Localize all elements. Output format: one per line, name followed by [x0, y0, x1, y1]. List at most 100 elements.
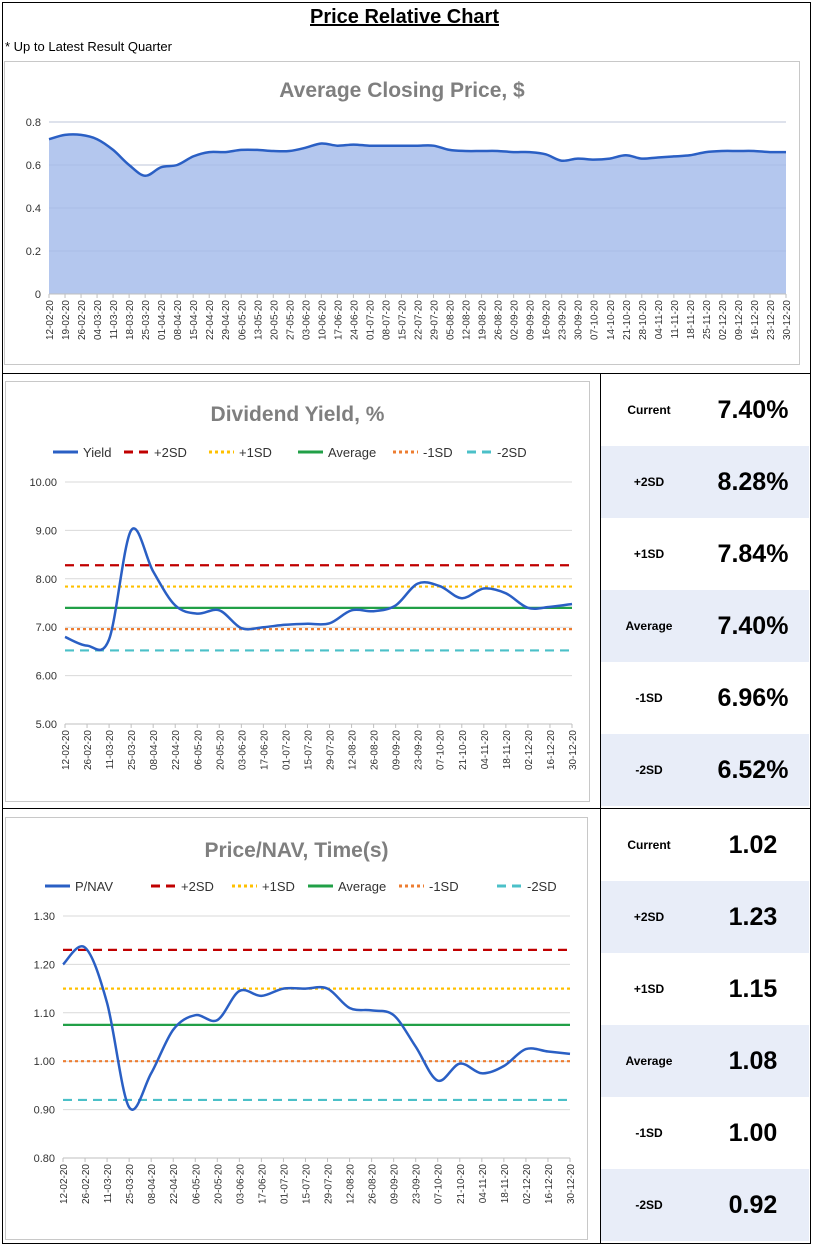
price-line: [48, 133, 787, 178]
x-tick-label: 25-03-20: [127, 730, 138, 770]
x-tick-label: 04-11-20: [654, 300, 665, 340]
x-tick-label: 30-12-20: [568, 730, 579, 770]
x-tick-label: 16-12-20: [546, 730, 557, 770]
pnav-stat-row: Average 1.08: [601, 1025, 809, 1097]
x-tick-label: 01-07-20: [365, 300, 376, 340]
x-tick-label: 07-10-20: [436, 730, 447, 770]
x-tick-label: 20-05-20: [213, 1164, 224, 1204]
y-tick-label: 7.00: [36, 622, 57, 634]
price-area: [49, 134, 786, 294]
legend-label: -2SD: [527, 879, 557, 894]
x-tick-label: 11-03-20: [103, 1164, 114, 1204]
yield-stat-label: +1SD: [633, 547, 665, 561]
x-tick-label: 25-03-20: [141, 300, 152, 340]
x-tick-label: 24-06-20: [349, 300, 360, 340]
x-tick-label: 23-12-20: [766, 300, 777, 340]
y-tick-label: 0.4: [26, 203, 41, 215]
x-tick-label: 17-06-20: [333, 300, 344, 340]
x-tick-label: 11-03-20: [105, 730, 116, 770]
x-tick-label: 20-05-20: [215, 730, 226, 770]
y-tick-label: 0.80: [34, 1153, 55, 1165]
legend-label: +2SD: [154, 445, 187, 460]
table-divider: [600, 373, 601, 1244]
y-tick-label: 5.00: [36, 719, 57, 731]
yield-stat-label: +2SD: [633, 475, 665, 489]
x-tick-label: 15-04-20: [189, 300, 200, 340]
price-chart-svg: 0 0.2 0.4 0.6 0.8 12-02-20 19-02-20 26-02-20 04-…: [26, 117, 793, 340]
x-tick-label: 15-07-20: [301, 1164, 312, 1204]
x-tick-label: 22-04-20: [171, 730, 182, 770]
pnav-stat-row: +2SD 1.23: [601, 881, 809, 953]
x-tick-label: 04-03-20: [93, 300, 104, 340]
pnav-stat-value: 1.02: [728, 831, 778, 859]
series-line: [62, 944, 571, 1111]
legend-label: -1SD: [429, 879, 459, 894]
x-tick-label: 07-10-20: [434, 1164, 445, 1204]
legend-label: P/NAV: [75, 879, 113, 894]
pnav-stat-row: Current 1.02: [601, 809, 809, 881]
x-tick-label: 12-02-20: [61, 730, 72, 770]
legend-label: +1SD: [262, 879, 295, 894]
x-tick-label: 06-05-20: [193, 730, 204, 770]
x-tick-label: 08-07-20: [381, 300, 392, 340]
x-tick-label: 03-06-20: [301, 300, 312, 340]
yield-chart-svg: 5.00 6.00 7.00 8.00 9.00 10.00 12-02-20 26-02-2…: [29, 445, 579, 770]
yield-stat-row: -2SD 6.52%: [601, 734, 809, 806]
pnav-stat-label: +2SD: [633, 910, 665, 924]
x-tick-label: 23-09-20: [558, 300, 569, 340]
section-divider: [2, 373, 811, 374]
yield-stat-label: Average: [625, 619, 673, 633]
x-tick-label: 19-08-20: [478, 300, 489, 340]
x-tick-label: 13-05-20: [253, 300, 264, 340]
price-chart: Average Closing Price, $ 0 0.2 0.4 0.6 0.8 12…: [4, 61, 800, 365]
x-tick-label: 17-06-20: [257, 1164, 268, 1204]
x-tick-label: 18-11-20: [686, 300, 697, 340]
x-tick-label: 18-11-20: [502, 730, 513, 770]
pnav-chart: Price/NAV, Time(s) 0.80 0.90 1.00 1.10 1.20 1…: [5, 817, 588, 1240]
x-tick-label: 03-06-20: [235, 1164, 246, 1204]
x-tick-label: 25-11-20: [702, 300, 713, 340]
pnav-stat-label: Current: [627, 838, 671, 852]
x-tick-label: 30-12-20: [566, 1164, 577, 1204]
x-tick-label: 16-12-20: [544, 1164, 555, 1204]
x-tick-label: 16-12-20: [750, 300, 761, 340]
x-tick-label: 29-04-20: [221, 300, 232, 340]
x-tick-label: 16-09-20: [542, 300, 553, 340]
x-tick-label: 28-10-20: [638, 300, 649, 340]
section-divider: [2, 808, 811, 809]
x-tick-label: 06-05-20: [237, 300, 248, 340]
legend-label: Yield: [83, 445, 111, 460]
x-tick-label: 29-07-20: [430, 300, 441, 340]
x-tick-label: 07-10-20: [590, 300, 601, 340]
legend-label: +2SD: [181, 879, 214, 894]
yield-stat-row: +1SD 7.84%: [601, 518, 809, 590]
pnav-stat-label: -2SD: [635, 1198, 663, 1212]
yield-stat-row: -1SD 6.96%: [601, 662, 809, 734]
x-tick-label: 11-11-20: [670, 300, 681, 339]
x-tick-label: 29-07-20: [324, 1164, 335, 1204]
pnav-stat-label: Average: [625, 1054, 673, 1068]
y-tick-label: 10.00: [29, 477, 57, 489]
y-tick-label: 0.8: [26, 117, 41, 129]
x-tick-label: 23-09-20: [414, 730, 425, 770]
x-tick-label: 01-07-20: [281, 730, 292, 770]
x-tick-label: 01-07-20: [279, 1164, 290, 1204]
x-tick-label: 18-03-20: [125, 300, 136, 340]
yield-stat-row: +2SD 8.28%: [601, 446, 809, 518]
x-tick-label: 05-08-20: [446, 300, 457, 340]
legend-label: -2SD: [497, 445, 527, 460]
x-tick-label: 26-08-20: [368, 1164, 379, 1204]
pnav-stat-row: +1SD 1.15: [601, 953, 809, 1025]
x-tick-label: 08-04-20: [149, 730, 160, 770]
y-tick-label: 9.00: [36, 525, 57, 537]
x-tick-label: 04-11-20: [480, 730, 491, 770]
yield-stat-label: -2SD: [635, 763, 663, 777]
x-tick-label: 12-08-20: [346, 1164, 357, 1204]
page-title: Price Relative Chart: [310, 6, 499, 28]
x-tick-label: 23-09-20: [412, 1164, 423, 1204]
page-subtitle: * Up to Latest Result Quarter: [5, 39, 172, 54]
y-tick-label: 0: [35, 289, 41, 301]
legend-label: -1SD: [423, 445, 453, 460]
x-tick-label: 01-04-20: [157, 300, 168, 340]
price-chart-title: Average Closing Price, $: [279, 79, 525, 102]
